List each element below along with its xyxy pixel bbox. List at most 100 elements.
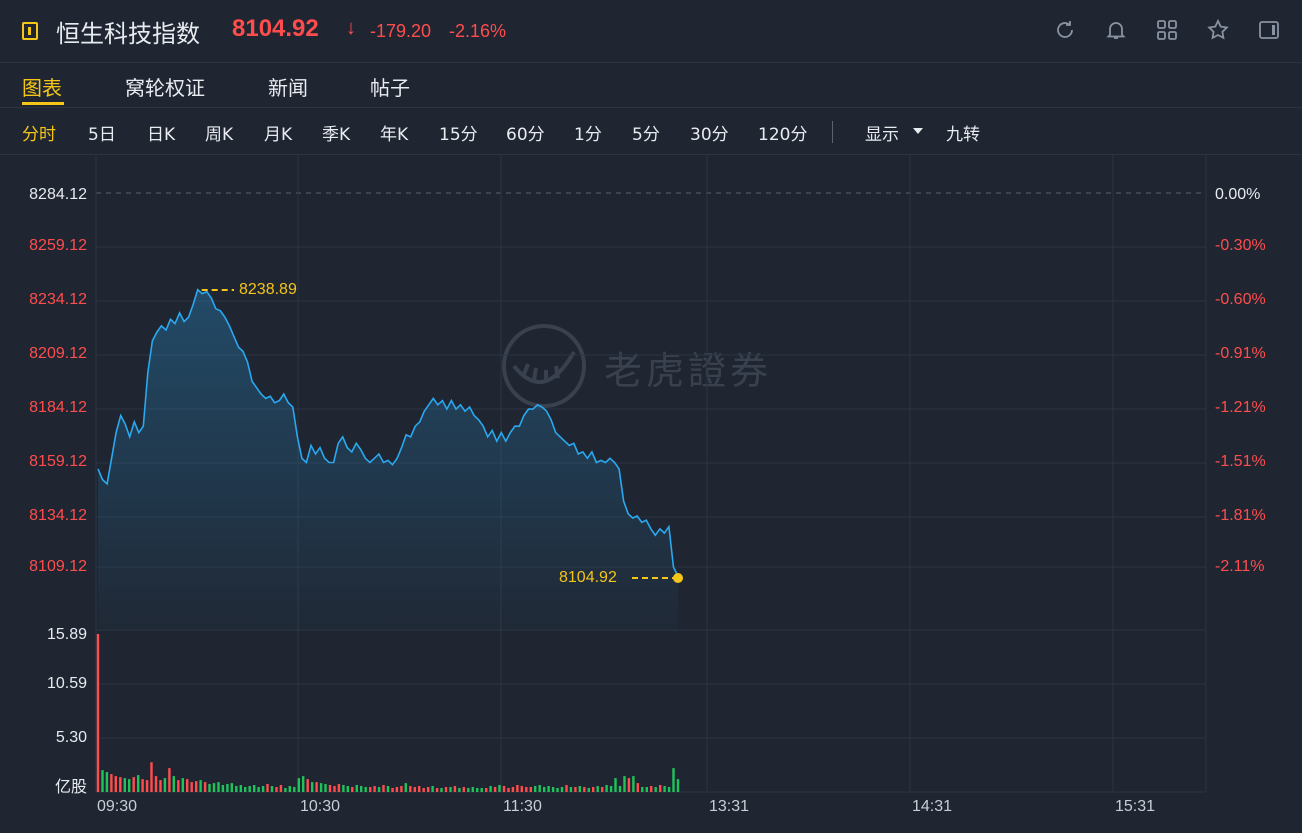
volume-bar bbox=[217, 782, 220, 792]
price-tick-label: 8159.12 bbox=[29, 453, 87, 470]
volume-bar bbox=[114, 776, 117, 792]
volume-bar bbox=[529, 787, 532, 792]
volume-bar bbox=[480, 788, 483, 792]
volume-bar bbox=[253, 785, 256, 792]
volume-bar bbox=[145, 780, 149, 792]
volume-bar bbox=[659, 785, 662, 792]
volume-bar bbox=[654, 787, 657, 792]
period-120m[interactable]: 120分 bbox=[758, 125, 808, 145]
volume-bar bbox=[440, 788, 443, 792]
period-week-k[interactable]: 周K bbox=[205, 125, 234, 145]
display-menu[interactable]: 显示 bbox=[865, 125, 899, 145]
pct-tick-label: -0.60% bbox=[1215, 291, 1266, 308]
tab-chart[interactable]: 图表 bbox=[22, 76, 62, 100]
tab-posts[interactable]: 帖子 bbox=[370, 76, 410, 100]
volume-bar bbox=[551, 787, 555, 792]
tab-news[interactable]: 新闻 bbox=[268, 76, 308, 100]
last-price-dot bbox=[673, 573, 683, 583]
volume-tick-label: 15.89 bbox=[46, 626, 87, 643]
volume-bar bbox=[623, 776, 626, 792]
volume-bar bbox=[355, 785, 358, 792]
period-quarter-k[interactable]: 季K bbox=[322, 125, 351, 145]
volume-bar bbox=[458, 788, 461, 792]
volume-bar bbox=[498, 785, 501, 792]
pct-tick-label: -0.91% bbox=[1215, 345, 1266, 362]
refresh-icon[interactable] bbox=[1053, 18, 1077, 42]
period-5d[interactable]: 5日 bbox=[88, 125, 116, 145]
volume-bar bbox=[257, 787, 260, 792]
period-month-k[interactable]: 月K bbox=[264, 125, 293, 145]
volume-bar bbox=[221, 785, 225, 792]
volume-bar bbox=[212, 783, 216, 792]
volume-bar bbox=[190, 782, 193, 792]
volume-bar bbox=[650, 786, 653, 792]
period-30m[interactable]: 30分 bbox=[690, 125, 729, 145]
volume-bar bbox=[614, 778, 617, 792]
volume-bar bbox=[489, 786, 492, 792]
volume-bar bbox=[485, 788, 488, 792]
volume-bar bbox=[119, 777, 122, 792]
volume-bar bbox=[302, 776, 305, 792]
volume-bar bbox=[395, 787, 399, 792]
volume-bar bbox=[601, 787, 604, 792]
period-day-k[interactable]: 日K bbox=[147, 125, 176, 145]
index-badge-icon bbox=[22, 22, 38, 40]
grid-icon[interactable] bbox=[1155, 18, 1179, 42]
volume-bar bbox=[105, 772, 109, 792]
volume-bar bbox=[297, 778, 300, 792]
volume-bar bbox=[150, 762, 153, 792]
volume-bar bbox=[261, 786, 265, 792]
pct-tick-label: -1.51% bbox=[1215, 453, 1266, 470]
volume-bar bbox=[578, 786, 581, 792]
watermark-text: 老虎證券 bbox=[604, 349, 773, 393]
volume-bar bbox=[516, 785, 519, 792]
period-year-k[interactable]: 年K bbox=[380, 125, 409, 145]
time-tick-label: 09:30 bbox=[97, 798, 138, 815]
volume-bar bbox=[413, 787, 416, 792]
volume-bar bbox=[641, 787, 644, 792]
price-tick-label: 8234.12 bbox=[29, 291, 87, 308]
intraday-chart[interactable] bbox=[0, 155, 1302, 833]
star-icon[interactable] bbox=[1206, 18, 1230, 42]
period-5m[interactable]: 5分 bbox=[632, 125, 660, 145]
volume-bar bbox=[583, 787, 586, 792]
volume-bar bbox=[315, 782, 318, 792]
volume-bar bbox=[284, 788, 287, 792]
panel-toggle-icon[interactable] bbox=[1257, 18, 1281, 42]
volume-bar bbox=[663, 786, 666, 792]
price-tick-label: 8284.12 bbox=[29, 186, 87, 203]
volume-bar bbox=[351, 787, 354, 792]
volume-bar bbox=[435, 788, 439, 792]
volume-bar bbox=[333, 786, 336, 792]
volume-unit-label: 亿股 bbox=[54, 779, 87, 796]
time-tick-label: 14:31 bbox=[912, 798, 953, 815]
tab-warrants[interactable]: 窝轮权证 bbox=[125, 76, 205, 100]
price-change-pct: -2.16% bbox=[449, 21, 507, 41]
period-intraday[interactable]: 分时 bbox=[22, 125, 56, 145]
bell-icon[interactable] bbox=[1104, 18, 1128, 42]
volume-bar bbox=[462, 787, 465, 792]
nine-turn-toggle[interactable]: 九转 bbox=[946, 125, 980, 145]
pct-tick-label: -1.21% bbox=[1215, 399, 1266, 416]
volume-bar bbox=[266, 784, 269, 792]
volume-bar bbox=[502, 786, 506, 792]
volume-bar bbox=[377, 787, 381, 792]
volume-bar bbox=[288, 786, 291, 792]
volume-bar bbox=[248, 786, 251, 792]
chevron-down-icon[interactable] bbox=[913, 128, 923, 134]
period-60m[interactable]: 60分 bbox=[506, 125, 545, 145]
volume-bar bbox=[476, 788, 479, 792]
period-15m[interactable]: 15分 bbox=[439, 125, 478, 145]
price-tick-label: 8259.12 bbox=[29, 237, 87, 254]
volume-bar bbox=[382, 785, 385, 792]
volume-bar bbox=[507, 788, 510, 792]
volume-bar bbox=[337, 784, 341, 792]
volume-bar bbox=[364, 787, 367, 792]
volume-bar bbox=[186, 779, 189, 792]
volume-bar bbox=[319, 783, 323, 792]
period-1m[interactable]: 1分 bbox=[574, 125, 602, 145]
high-price-label: 8238.89 bbox=[239, 281, 297, 298]
volume-tick-label: 5.30 bbox=[55, 729, 87, 746]
volume-bar bbox=[235, 786, 238, 792]
price-area bbox=[98, 289, 678, 630]
